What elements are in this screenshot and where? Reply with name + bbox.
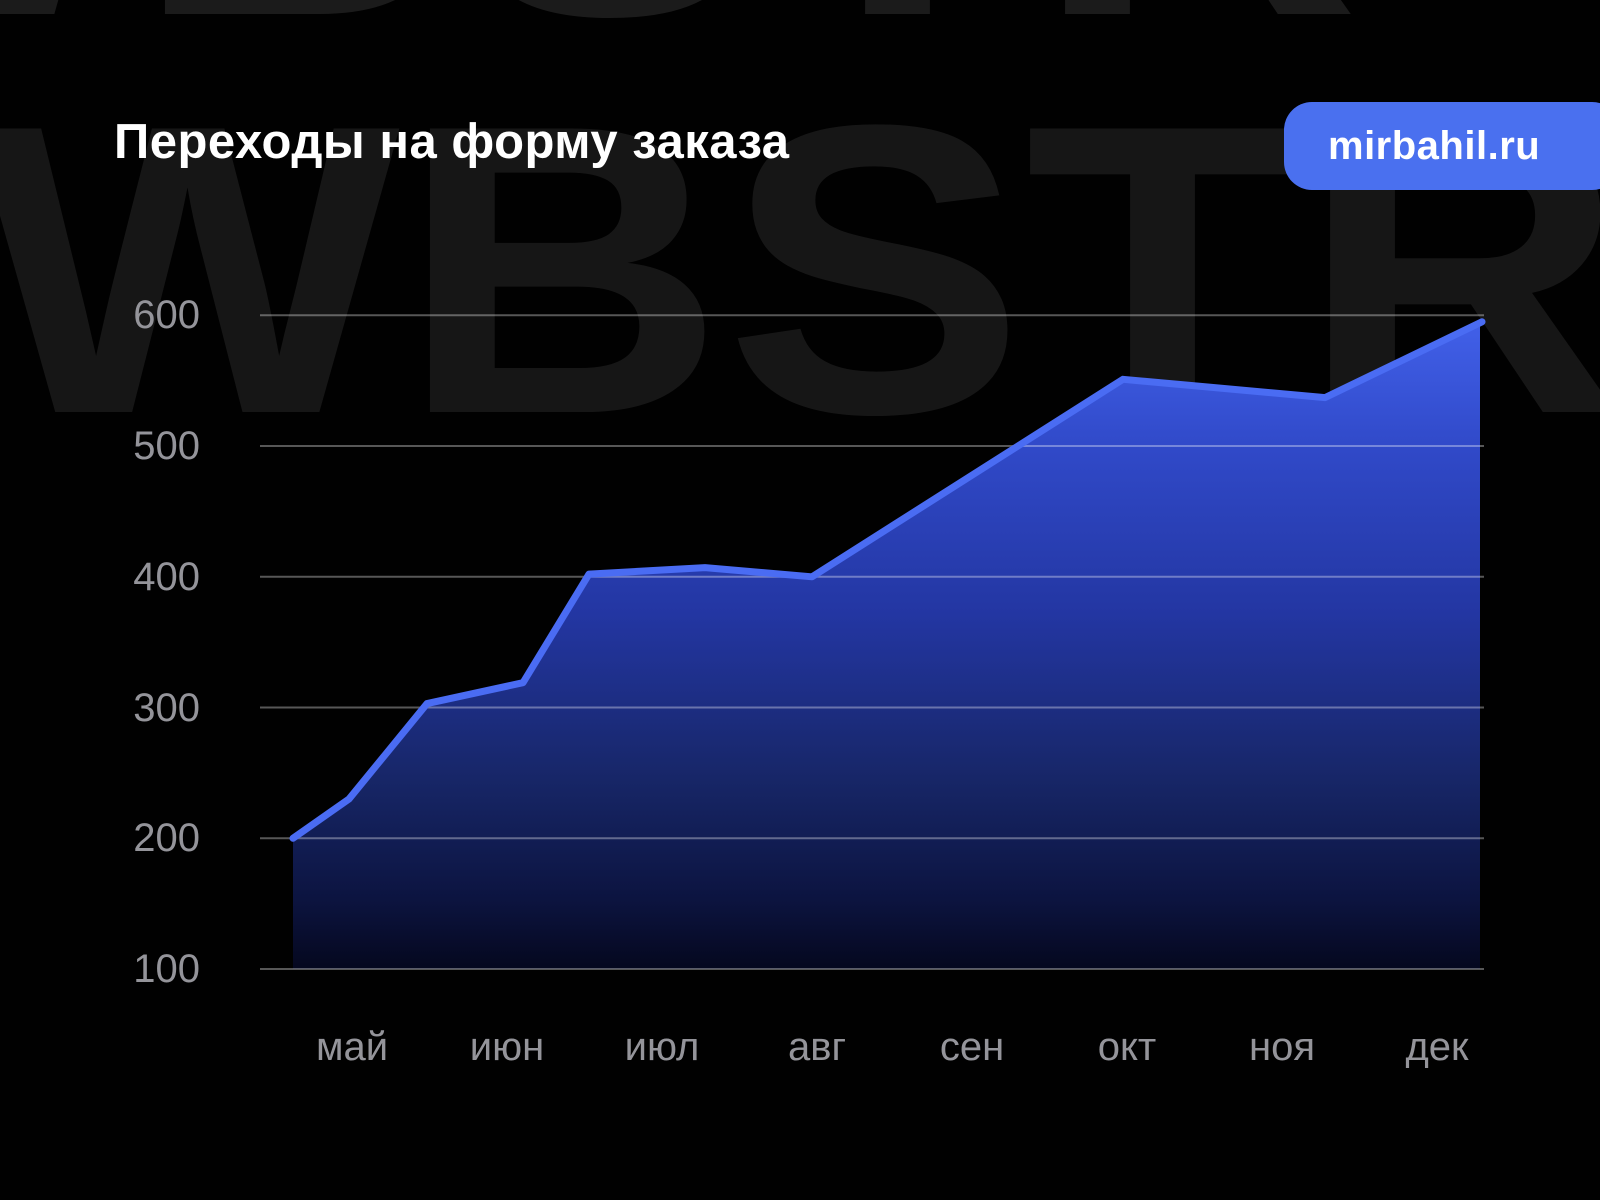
page-title: Переходы на форму заказа xyxy=(114,115,790,169)
x-tick-label: дек xyxy=(1405,1025,1469,1069)
chart-line xyxy=(289,318,1486,842)
x-tick-label: ноя xyxy=(1249,1025,1315,1069)
y-tick-label: 600 xyxy=(133,293,200,338)
y-tick-label: 200 xyxy=(133,816,200,861)
x-tick-label: окт xyxy=(1097,1025,1157,1069)
x-tick-label: май xyxy=(315,1025,389,1069)
domain-badge[interactable]: mirbahil.ru xyxy=(1284,102,1600,190)
x-tick-label: авг xyxy=(787,1025,847,1069)
y-tick-label: 400 xyxy=(133,554,200,599)
y-tick-label: 500 xyxy=(133,424,200,468)
y-tick-label: 100 xyxy=(133,947,200,991)
gridlines xyxy=(260,314,1484,970)
x-tick-label: сен xyxy=(939,1025,1005,1069)
x-tick-label: июл xyxy=(624,1025,700,1069)
chart-area-fill xyxy=(293,321,1482,969)
domain-badge-label: mirbahil.ru xyxy=(1328,123,1541,168)
y-tick-label: 300 xyxy=(133,685,200,730)
x-tick-label: июн xyxy=(469,1025,545,1069)
